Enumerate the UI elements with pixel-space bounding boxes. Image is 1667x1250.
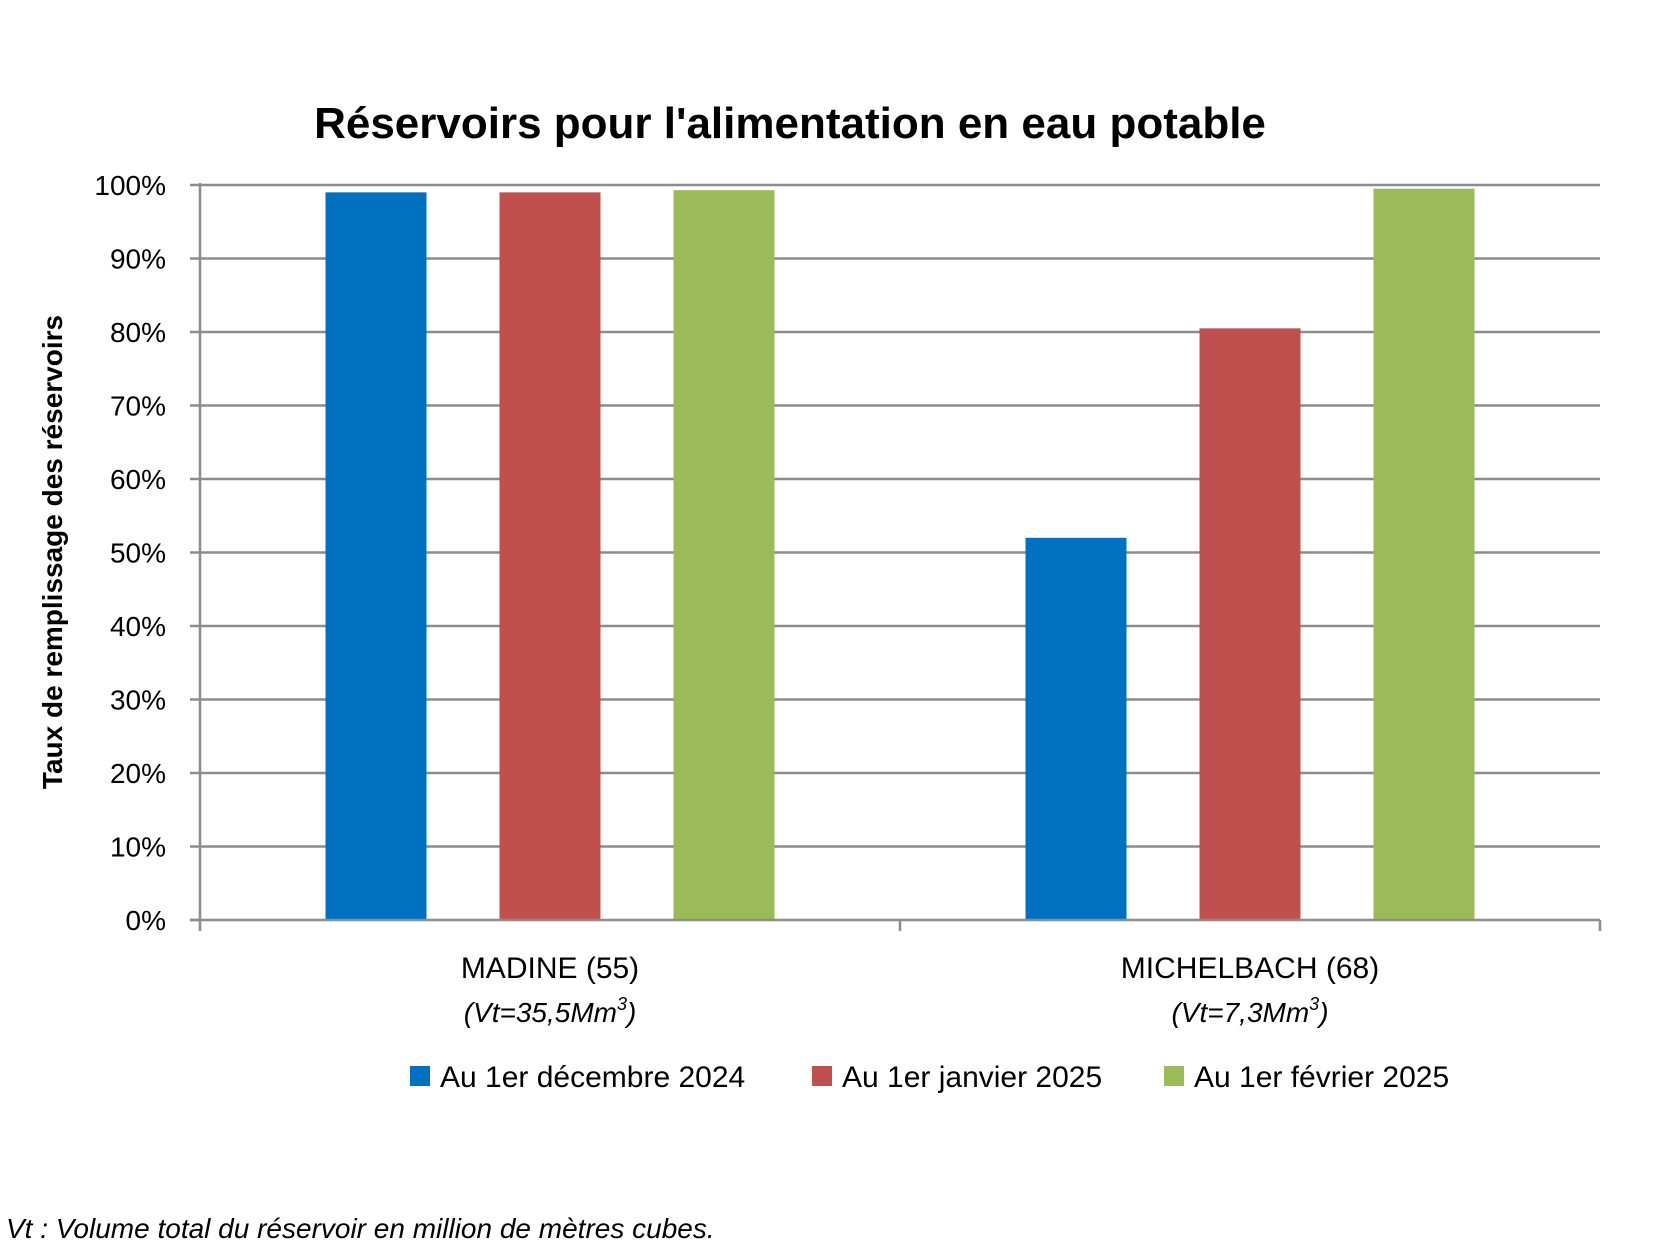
y-tick-labels: 0% 10% 20% 30% 40% 50% 60% 70% 80% 90% 100% [94,170,166,936]
legend-label: Au 1er décembre 2024 [440,1061,745,1094]
legend-swatch [812,1066,832,1086]
y-tick-label: 50% [110,538,166,569]
category-subtitle: (Vt=35,5Mm3) [464,994,637,1028]
category-label: MICHELBACH (68) [1121,952,1379,985]
chart-title: Réservoirs pour l'alimentation en eau po… [314,99,1266,148]
y-axis-label: Taux de remplissage des réservoirs [37,315,68,789]
bar [1025,537,1127,920]
y-tick-label: 70% [110,391,166,422]
y-tick-label: 60% [110,464,166,495]
footnote: Vt : Volume total du réservoir en millio… [6,1213,715,1244]
bars [325,188,1475,921]
y-tick-label: 20% [110,758,166,789]
axes [190,183,1602,931]
category-labels: MADINE (55) (Vt=35,5Mm3) MICHELBACH (68) (V… [461,952,1379,1028]
category-label: MADINE (55) [461,952,639,985]
gridlines [190,183,1600,922]
legend-swatch [1164,1066,1184,1086]
legend: Au 1er décembre 2024 Au 1er janvier 2025 A… [410,1061,1449,1094]
legend-label: Au 1er février 2025 [1194,1061,1449,1094]
y-tick-label: 80% [110,317,166,348]
bar [325,192,427,921]
legend-swatch [410,1066,430,1086]
y-tick-label: 30% [110,685,166,716]
y-tick-label: 0% [126,905,166,936]
bar [1199,328,1301,920]
y-tick-label: 100% [94,170,166,201]
y-tick-label: 90% [110,244,166,275]
legend-label: Au 1er janvier 2025 [842,1061,1102,1094]
bar [499,192,601,921]
y-tick-label: 10% [110,832,166,863]
bar [1373,188,1475,921]
bar [673,190,775,920]
category-subtitle: (Vt=7,3Mm3) [1171,994,1328,1028]
y-tick-label: 40% [110,611,166,642]
